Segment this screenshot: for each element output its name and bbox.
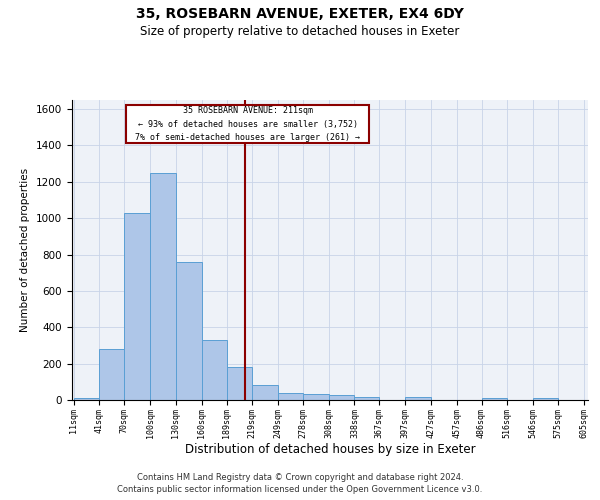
Bar xyxy=(124,212,150,400)
Bar xyxy=(405,398,431,400)
Bar xyxy=(355,398,379,400)
Bar xyxy=(482,398,507,400)
Bar xyxy=(533,398,558,400)
Text: Contains HM Land Registry data © Crown copyright and database right 2024.: Contains HM Land Registry data © Crown c… xyxy=(137,472,463,482)
Y-axis label: Number of detached properties: Number of detached properties xyxy=(20,168,31,332)
Text: Distribution of detached houses by size in Exeter: Distribution of detached houses by size … xyxy=(185,442,475,456)
Bar xyxy=(227,368,252,400)
Bar xyxy=(150,172,176,400)
Bar xyxy=(303,394,329,400)
Bar xyxy=(329,396,355,400)
Text: 35, ROSEBARN AVENUE, EXETER, EX4 6DY: 35, ROSEBARN AVENUE, EXETER, EX4 6DY xyxy=(136,8,464,22)
Text: Size of property relative to detached houses in Exeter: Size of property relative to detached ho… xyxy=(140,25,460,38)
Bar xyxy=(202,340,227,400)
FancyBboxPatch shape xyxy=(126,106,369,142)
Text: Contains public sector information licensed under the Open Government Licence v3: Contains public sector information licen… xyxy=(118,485,482,494)
Bar xyxy=(278,392,303,400)
Bar xyxy=(176,262,202,400)
Bar xyxy=(100,349,124,400)
Text: 35 ROSEBARN AVENUE: 211sqm
← 93% of detached houses are smaller (3,752)
7% of se: 35 ROSEBARN AVENUE: 211sqm ← 93% of deta… xyxy=(135,106,360,142)
Bar xyxy=(74,398,100,400)
Bar xyxy=(252,386,278,400)
